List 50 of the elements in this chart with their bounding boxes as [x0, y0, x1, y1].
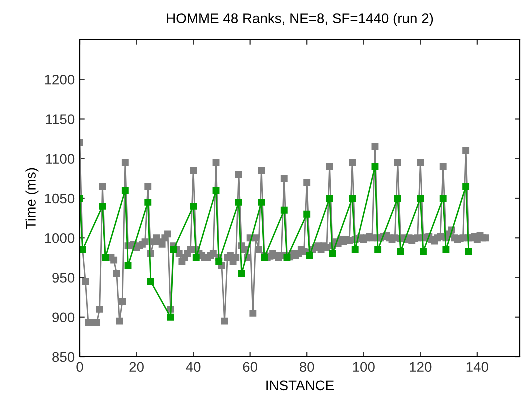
point: [326, 195, 334, 202]
point: [306, 252, 314, 260]
point: [238, 270, 246, 278]
point: [462, 183, 470, 190]
point: [397, 248, 404, 256]
point: [372, 163, 379, 170]
x-tick-label: 80: [300, 362, 314, 372]
point: [190, 202, 198, 210]
y-tick-label: 950: [52, 273, 75, 283]
x-tick-label: 40: [186, 362, 201, 372]
x-tick-label: 20: [130, 362, 144, 372]
y-tick-label: 1100: [46, 154, 75, 164]
point: [394, 195, 402, 202]
point: [144, 198, 152, 206]
y-tick-label: 1000: [45, 233, 75, 244]
point: [420, 248, 427, 256]
x-tick-label: 120: [410, 362, 432, 372]
point: [417, 195, 424, 202]
y-tick-label: 900: [52, 312, 75, 323]
point: [442, 246, 450, 254]
point: [352, 246, 359, 254]
chart-title: HOMME 48 Ranks, NE=8, SF=1440 (run 2): [167, 13, 434, 26]
y-tick-label: 1150: [46, 114, 75, 124]
x-tick-label: 60: [243, 362, 258, 372]
point: [99, 202, 106, 210]
point: [440, 195, 447, 202]
point: [167, 314, 174, 321]
y-tick-label: 1050: [45, 194, 75, 204]
point: [329, 250, 336, 258]
y-tick-label: 1200: [45, 74, 75, 85]
point: [122, 187, 129, 194]
x-tick-label: 140: [466, 362, 488, 372]
x-tick-label: 0: [76, 362, 84, 372]
point: [170, 246, 178, 254]
x-axis-title: INSTANCE: [266, 380, 334, 391]
point: [235, 198, 242, 206]
point: [465, 248, 472, 256]
point: [216, 258, 223, 266]
point: [212, 187, 220, 194]
point: [280, 206, 288, 214]
point: [258, 198, 266, 206]
point: [304, 210, 311, 218]
x-tick-label: 100: [353, 362, 375, 372]
point: [124, 262, 132, 270]
point: [374, 246, 382, 254]
point: [349, 195, 356, 202]
y-tick-label: 850: [52, 352, 75, 362]
y-axis-title: Time (ms): [26, 168, 39, 230]
point: [192, 254, 200, 262]
point: [147, 278, 154, 286]
